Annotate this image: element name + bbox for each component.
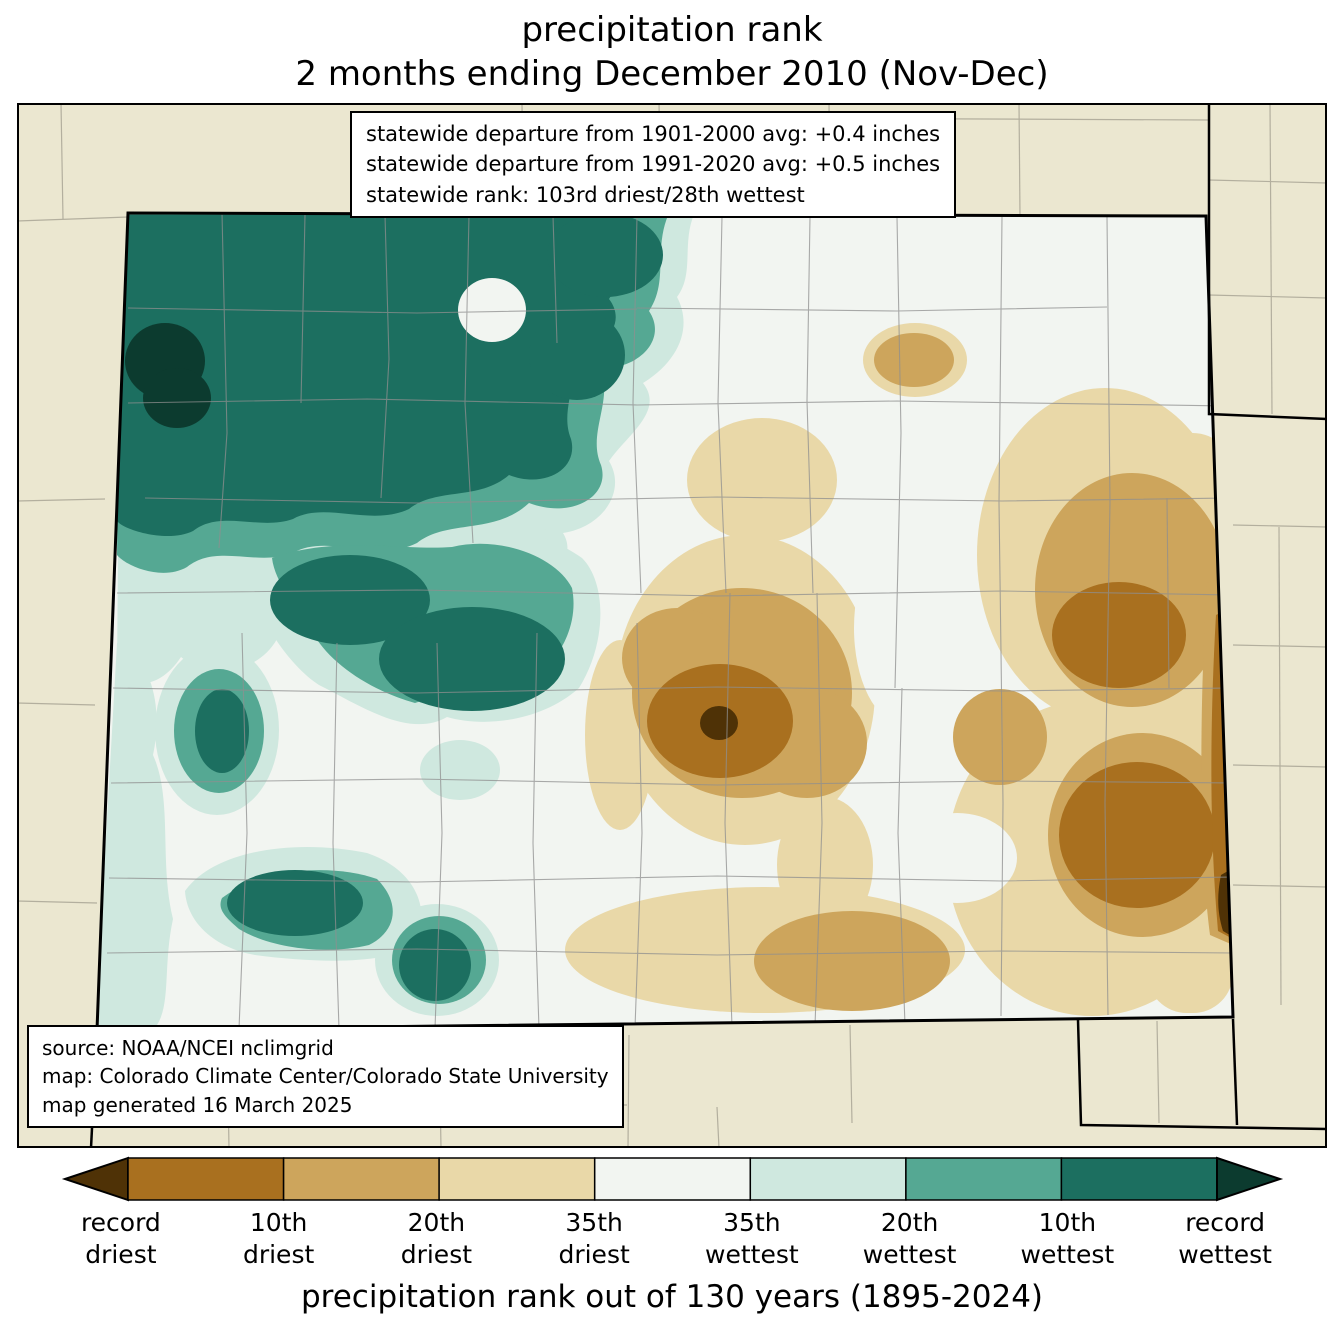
colorbar-record-driest-arrow [61,1156,129,1202]
colorado-fill-regions [97,213,1233,1030]
legend-label-35th-driest: 35th driest [558,1208,630,1269]
map-frame [17,103,1327,1148]
colorbar-seg-35th-driest [438,1157,596,1201]
colorbar [61,1156,1284,1202]
stats-line-1: statewide departure from 1901-2000 avg: … [366,122,941,146]
colorbar-seg-20th-driest [282,1157,440,1201]
colorbar-seg-near-normal [593,1157,752,1201]
source-line-1: source: NOAA/NCEI nclimgrid [42,1035,334,1060]
source-line-3: map generated 16 March 2025 [42,1092,353,1117]
title-line-1: precipitation rank [521,10,823,50]
colorbar-seg-20th-wettest [905,1157,1063,1201]
county-lines [106,213,1233,1030]
colorbar-seg-35th-wettest [749,1157,907,1201]
legend-label-10th-driest: 10th driest [242,1208,315,1269]
colorbar-seg-10th-driest [127,1157,285,1201]
legend-label-record-driest: record driest [80,1208,161,1269]
colorbar-labels: record driest 10th driest 20th driest 35… [42,1207,1304,1271]
colorado-precipitation-map [17,103,1327,1148]
legend-label-35th-wettest: 35th wettest [705,1208,799,1269]
stats-line-3: statewide rank: 103rd driest/28th wettes… [366,182,805,207]
colorbar-record-wettest-arrow [1216,1156,1284,1202]
legend-label-record-wettest: record wettest [1178,1208,1272,1269]
title-line-2: 2 months ending December 2010 (Nov-Dec) [295,54,1049,95]
legend-label-20th-driest: 20th driest [400,1208,473,1269]
source-attribution-box: source: NOAA/NCEI nclimgrid map: Colorad… [27,1024,624,1128]
page-title: precipitation rank 2 months ending Decem… [0,8,1344,96]
legend-label-20th-wettest: 20th wettest [862,1208,957,1269]
map-panel: statewide departure from 1901-2000 avg: … [17,103,1327,1148]
colorbar-seg-10th-wettest [1060,1157,1218,1201]
colorbar-caption: precipitation rank out of 130 years (189… [300,1279,1044,1315]
source-line-2: map: Colorado Climate Center/Colorado St… [42,1064,609,1089]
statewide-stats-box: statewide departure from 1901-2000 avg: … [350,111,957,219]
neutral-gap-regions [854,533,1017,903]
map-hole-overlays [458,278,526,342]
stats-line-2: statewide departure from 1991-2020 avg: … [366,152,941,177]
wet-record-regions [125,323,211,428]
legend-label-10th-wettest: 10th wettest [1020,1208,1115,1269]
